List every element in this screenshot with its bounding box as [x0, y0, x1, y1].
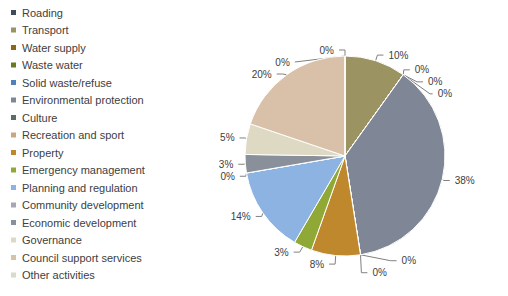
svg-text:0%: 0% — [220, 171, 235, 182]
svg-text:Economic development: Economic development — [22, 217, 136, 229]
svg-text:10%: 10% — [388, 50, 408, 61]
svg-text:0%: 0% — [320, 45, 335, 56]
svg-text:Planning and regulation: Planning and regulation — [22, 182, 138, 194]
svg-text:Waste water: Waste water — [22, 59, 83, 71]
svg-text:38%: 38% — [455, 175, 475, 186]
svg-text:3%: 3% — [219, 159, 234, 170]
svg-text:0%: 0% — [415, 64, 430, 75]
svg-text:20%: 20% — [252, 69, 272, 80]
svg-text:Property: Property — [22, 147, 64, 159]
svg-text:Transport: Transport — [22, 24, 69, 36]
svg-text:8%: 8% — [310, 259, 325, 270]
svg-text:Council support services: Council support services — [22, 252, 142, 264]
svg-text:Roading: Roading — [22, 7, 63, 19]
svg-text:Other activities: Other activities — [22, 269, 95, 281]
svg-text:5%: 5% — [220, 132, 235, 143]
svg-text:Solid waste/refuse: Solid waste/refuse — [22, 77, 112, 89]
svg-text:Governance: Governance — [22, 234, 82, 246]
svg-text:0%: 0% — [275, 57, 290, 68]
svg-text:Emergency management: Emergency management — [22, 164, 145, 176]
svg-text:0%: 0% — [438, 88, 453, 99]
svg-text:0%: 0% — [372, 267, 387, 278]
svg-text:Community development: Community development — [22, 199, 144, 211]
svg-text:Culture: Culture — [22, 112, 57, 124]
svg-text:Water supply: Water supply — [22, 42, 86, 54]
svg-text:Environmental protection: Environmental protection — [22, 94, 144, 106]
svg-text:0%: 0% — [402, 255, 417, 266]
svg-text:0%: 0% — [428, 76, 443, 87]
svg-text:3%: 3% — [274, 247, 289, 258]
svg-text:14%: 14% — [231, 211, 251, 222]
svg-text:Recreation and sport: Recreation and sport — [22, 129, 124, 141]
